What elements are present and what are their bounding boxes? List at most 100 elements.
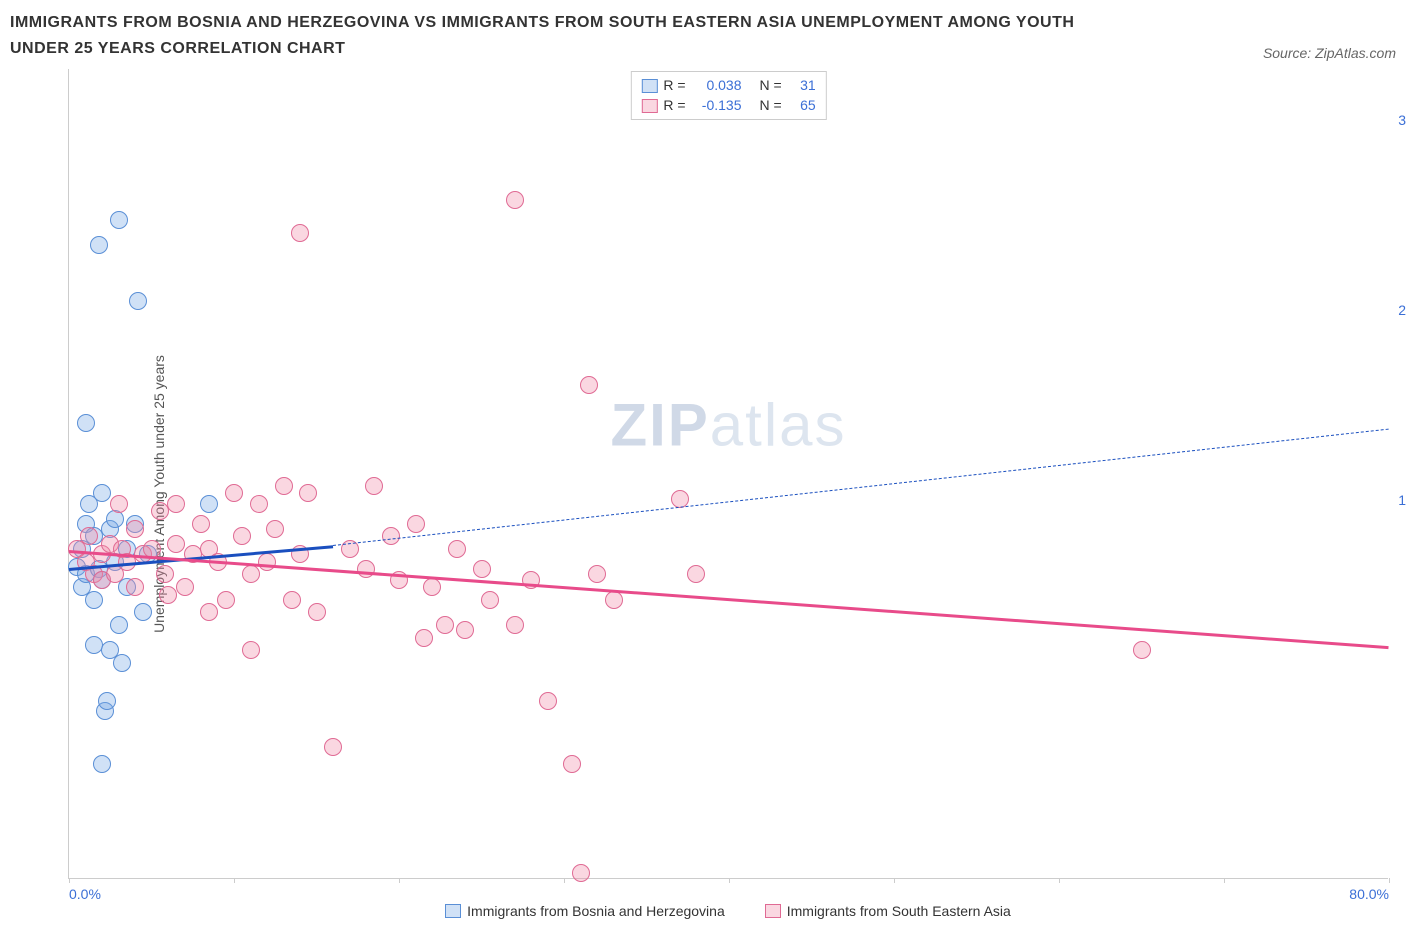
data-point <box>151 502 169 520</box>
data-point <box>481 591 499 609</box>
legend-swatch <box>765 904 781 918</box>
data-point <box>110 616 128 634</box>
stats-legend-row: R = 0.038 N = 31 <box>641 76 815 96</box>
data-point <box>192 515 210 533</box>
data-point <box>167 535 185 553</box>
data-point <box>80 527 98 545</box>
r-value: 0.038 <box>692 76 742 96</box>
data-point <box>299 484 317 502</box>
data-point <box>572 864 590 882</box>
data-point <box>671 490 689 508</box>
n-value: 31 <box>788 76 816 96</box>
data-point <box>580 376 598 394</box>
data-point <box>129 292 147 310</box>
source-label: Source: ZipAtlas.com <box>1263 45 1396 61</box>
data-point <box>242 641 260 659</box>
data-point <box>159 586 177 604</box>
data-point <box>113 654 131 672</box>
data-point <box>588 565 606 583</box>
data-point <box>291 224 309 242</box>
data-point <box>85 636 103 654</box>
data-point <box>365 477 383 495</box>
data-point <box>250 495 268 513</box>
n-label: N = <box>760 96 782 116</box>
data-point <box>563 755 581 773</box>
plot-area: ZIPatlas R =0.038N =31R =-0.135N =65 7.5… <box>68 69 1388 879</box>
data-point <box>506 191 524 209</box>
data-point <box>217 591 235 609</box>
r-label: R = <box>663 76 685 96</box>
data-point <box>308 603 326 621</box>
x-tick-mark <box>399 878 400 883</box>
trend-line <box>333 429 1389 546</box>
data-point <box>258 553 276 571</box>
data-point <box>85 591 103 609</box>
x-tick-mark <box>1224 878 1225 883</box>
data-point <box>77 414 95 432</box>
y-tick-label: 15.0% <box>1398 492 1406 508</box>
data-point <box>93 484 111 502</box>
legend-swatch <box>445 904 461 918</box>
data-point <box>415 629 433 647</box>
data-point <box>90 236 108 254</box>
x-tick-label: 0.0% <box>69 886 101 902</box>
legend-swatch <box>641 79 657 93</box>
data-point <box>436 616 454 634</box>
chart-container: Unemployment Among Youth under 25 years … <box>10 69 1396 919</box>
data-point <box>506 616 524 634</box>
data-point <box>266 520 284 538</box>
n-label: N = <box>760 76 782 96</box>
data-point <box>407 515 425 533</box>
chart-title: IMMIGRANTS FROM BOSNIA AND HERZEGOVINA V… <box>10 10 1110 61</box>
data-point <box>93 755 111 773</box>
r-value: -0.135 <box>692 96 742 116</box>
data-point <box>539 692 557 710</box>
r-label: R = <box>663 96 685 116</box>
x-tick-label: 80.0% <box>1349 886 1389 902</box>
data-point <box>110 495 128 513</box>
data-point <box>156 565 174 583</box>
series-name: Immigrants from Bosnia and Herzegovina <box>467 903 725 919</box>
data-point <box>456 621 474 639</box>
data-point <box>242 565 260 583</box>
trend-line <box>69 550 1389 649</box>
data-point <box>448 540 466 558</box>
data-point <box>382 527 400 545</box>
n-value: 65 <box>788 96 816 116</box>
x-tick-mark <box>564 878 565 883</box>
y-tick-label: 22.5% <box>1398 302 1406 318</box>
series-legend-item: Immigrants from South Eastern Asia <box>765 903 1011 919</box>
data-point <box>233 527 251 545</box>
data-point <box>110 211 128 229</box>
stats-legend: R = 0.038 N = 31 R = -0.135 N = 65 <box>630 71 826 120</box>
stats-legend-row: R = -0.135 N = 65 <box>641 96 815 116</box>
data-point <box>134 603 152 621</box>
data-point <box>275 477 293 495</box>
data-point <box>324 738 342 756</box>
watermark: ZIPatlas <box>610 391 846 460</box>
data-point <box>1133 641 1151 659</box>
data-point <box>423 578 441 596</box>
data-point <box>126 578 144 596</box>
data-point <box>687 565 705 583</box>
data-point <box>283 591 301 609</box>
data-point <box>357 560 375 578</box>
x-tick-mark <box>1389 878 1390 883</box>
data-point <box>98 692 116 710</box>
x-tick-mark <box>894 878 895 883</box>
legend-swatch <box>641 99 657 113</box>
data-point <box>106 510 124 528</box>
data-point <box>200 495 218 513</box>
series-legend-item: Immigrants from Bosnia and Herzegovina <box>445 903 725 919</box>
data-point <box>167 495 185 513</box>
x-tick-mark <box>234 878 235 883</box>
series-name: Immigrants from South Eastern Asia <box>787 903 1011 919</box>
data-point <box>605 591 623 609</box>
x-tick-mark <box>69 878 70 883</box>
data-point <box>176 578 194 596</box>
y-tick-label: 30.0% <box>1398 112 1406 128</box>
data-point <box>225 484 243 502</box>
data-point <box>473 560 491 578</box>
x-tick-mark <box>1059 878 1060 883</box>
x-tick-mark <box>729 878 730 883</box>
